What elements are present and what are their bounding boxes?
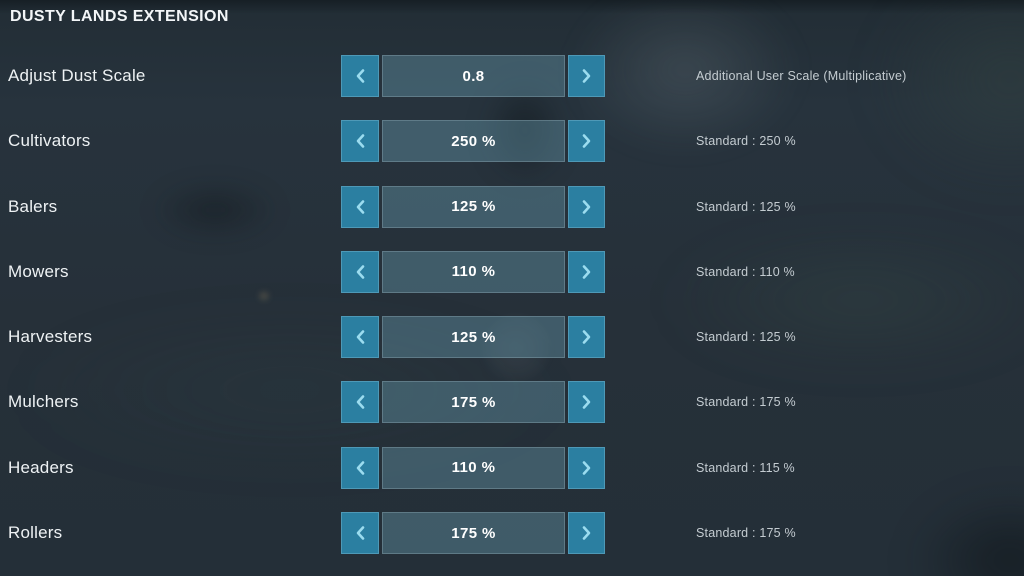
chevron-right-icon — [582, 69, 591, 83]
increase-button[interactable] — [568, 381, 605, 424]
stepper-value-text: 125 % — [451, 198, 496, 216]
stepper-control: 0.8 — [341, 55, 605, 97]
page-title: DUSTY LANDS EXTENSION — [10, 8, 229, 25]
chevron-right-icon — [582, 526, 591, 540]
setting-note: Standard : 125 % — [696, 199, 796, 214]
stepper-control: 125 % — [341, 316, 605, 359]
decrease-button[interactable] — [341, 316, 379, 359]
increase-button[interactable] — [568, 250, 605, 293]
stepper-control: 110 % — [341, 250, 605, 293]
stepper-value-text: 175 % — [451, 393, 496, 411]
stepper-value[interactable]: 175 % — [382, 512, 565, 555]
increase-button[interactable] — [568, 120, 605, 163]
stepper-value-text: 110 % — [451, 263, 496, 281]
settings-list: Adjust Dust Scale 0.8 Additional User Sc… — [0, 55, 1024, 555]
decrease-button[interactable] — [341, 512, 379, 555]
stepper-value-text: 110 % — [451, 459, 496, 477]
setting-note: Standard : 250 % — [696, 134, 796, 149]
setting-row-adjust-dust-scale: Adjust Dust Scale 0.8 Additional User Sc… — [0, 55, 1024, 97]
setting-label: Harvesters — [8, 327, 93, 347]
stepper-control: 110 % — [341, 446, 605, 489]
setting-note: Standard : 175 % — [696, 395, 796, 410]
chevron-left-icon — [356, 199, 364, 214]
setting-label: Mowers — [8, 261, 69, 281]
stepper-value[interactable]: 175 % — [382, 381, 565, 424]
increase-button[interactable] — [568, 316, 605, 359]
setting-row-mulchers: Mulchers 175 % Standard : 175 % — [0, 381, 1024, 424]
increase-button[interactable] — [568, 185, 605, 228]
chevron-right-icon — [582, 395, 591, 410]
stepper-value-text: 0.8 — [462, 67, 485, 85]
chevron-left-icon — [356, 460, 364, 475]
setting-label: Headers — [8, 457, 74, 477]
setting-note: Standard : 125 % — [696, 330, 796, 345]
stepper-value[interactable]: 110 % — [382, 446, 565, 489]
chevron-right-icon — [582, 330, 591, 344]
setting-label: Rollers — [8, 523, 63, 543]
setting-row-balers: Balers 125 % Standard : 125 % — [0, 185, 1024, 228]
setting-note: Standard : 175 % — [696, 526, 796, 541]
chevron-right-icon — [582, 134, 591, 149]
stepper-value[interactable]: 125 % — [382, 316, 565, 359]
chevron-left-icon — [356, 69, 364, 83]
decrease-button[interactable] — [341, 381, 379, 424]
setting-note: Standard : 110 % — [696, 264, 795, 279]
setting-row-rollers: Rollers 175 % Standard : 175 % — [0, 512, 1024, 555]
chevron-left-icon — [356, 526, 364, 540]
stepper-value-text: 125 % — [451, 328, 496, 346]
decrease-button[interactable] — [341, 185, 379, 228]
stepper-control: 175 % — [341, 381, 605, 424]
decrease-button[interactable] — [341, 250, 379, 293]
chevron-right-icon — [582, 265, 591, 279]
stepper-control: 175 % — [341, 512, 605, 555]
chevron-right-icon — [582, 460, 591, 475]
setting-row-headers: Headers 110 % Standard : 115 % — [0, 446, 1024, 489]
stepper-value-text: 175 % — [451, 524, 496, 542]
stepper-value[interactable]: 250 % — [382, 120, 565, 163]
stepper-value[interactable]: 125 % — [382, 185, 565, 228]
decrease-button[interactable] — [341, 120, 379, 163]
increase-button[interactable] — [568, 55, 605, 97]
increase-button[interactable] — [568, 512, 605, 555]
decrease-button[interactable] — [341, 446, 379, 489]
setting-label: Balers — [8, 196, 58, 216]
chevron-left-icon — [356, 330, 364, 344]
stepper-control: 250 % — [341, 120, 605, 163]
stepper-value[interactable]: 0.8 — [382, 55, 565, 97]
setting-note: Standard : 115 % — [696, 460, 795, 475]
chevron-left-icon — [356, 395, 364, 410]
increase-button[interactable] — [568, 446, 605, 489]
chevron-left-icon — [356, 134, 364, 149]
setting-row-mowers: Mowers 110 % Standard : 110 % — [0, 250, 1024, 293]
setting-row-cultivators: Cultivators 250 % Standard : 250 % — [0, 120, 1024, 163]
stepper-control: 125 % — [341, 185, 605, 228]
setting-label: Cultivators — [8, 131, 91, 151]
setting-label: Adjust Dust Scale — [8, 66, 146, 85]
setting-label: Mulchers — [8, 392, 79, 412]
stepper-value[interactable]: 110 % — [382, 250, 565, 293]
stepper-value-text: 250 % — [451, 132, 496, 150]
setting-row-harvesters: Harvesters 125 % Standard : 125 % — [0, 316, 1024, 359]
chevron-right-icon — [582, 199, 591, 214]
chevron-left-icon — [356, 265, 364, 279]
decrease-button[interactable] — [341, 55, 379, 97]
setting-note: Additional User Scale (Multiplicative) — [696, 69, 907, 83]
